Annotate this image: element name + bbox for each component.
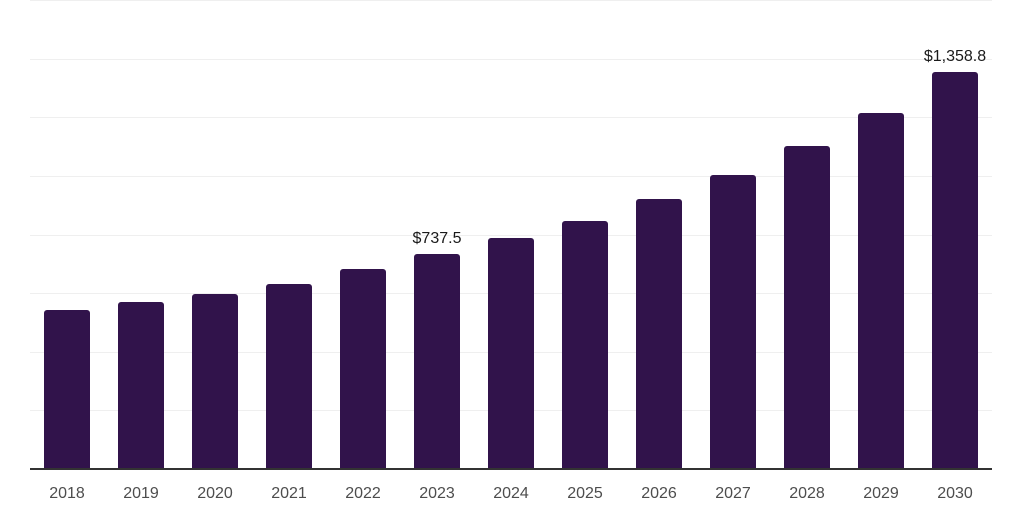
bar-2018 (44, 310, 90, 470)
x-tick-label-2024: 2024 (493, 485, 529, 502)
x-tick-label-2027: 2027 (715, 485, 751, 502)
x-tick-label-2025: 2025 (567, 485, 603, 502)
bar-2030 (932, 71, 978, 470)
x-tick-label-2019: 2019 (123, 485, 159, 502)
x-tick-label-2023: 2023 (419, 485, 455, 502)
x-tick-label-2020: 2020 (197, 485, 233, 502)
x-tick-label-2018: 2018 (49, 485, 85, 502)
gridline (30, 0, 992, 1)
bar-2019 (118, 302, 164, 470)
x-tick-label-2022: 2022 (345, 485, 381, 502)
bar-2020 (192, 294, 238, 470)
gridline (30, 234, 992, 236)
bar-2024 (488, 238, 534, 470)
bar-value-label-2023: $737.5 (412, 229, 462, 247)
gridline (30, 117, 992, 119)
x-axis-tick-labels: 2018 2019 2020 2021 2022 2023 2024 2025 2026 2027… (30, 484, 992, 506)
x-tick-label-2021: 2021 (271, 485, 307, 502)
bar-2023 (414, 253, 460, 470)
x-tick-label-2028: 2028 (789, 485, 825, 502)
bar-2029 (858, 112, 904, 470)
x-tick-label-2030: 2030 (937, 485, 973, 502)
gridline (30, 58, 992, 60)
x-axis-line (30, 468, 992, 470)
gridline (30, 175, 992, 177)
bar-value-label-2030: $1,358.8 (923, 47, 987, 65)
bar-2026 (636, 198, 682, 470)
bar-2021 (266, 283, 312, 470)
x-tick-label-2029: 2029 (863, 485, 899, 502)
x-tick-label-2026: 2026 (641, 485, 677, 502)
plot-area: $737.5 $1,358.8 (30, 0, 992, 470)
bar-2025 (562, 220, 608, 470)
bar-2028 (784, 145, 830, 470)
bar-2022 (340, 268, 386, 470)
bar-2027 (710, 174, 756, 470)
